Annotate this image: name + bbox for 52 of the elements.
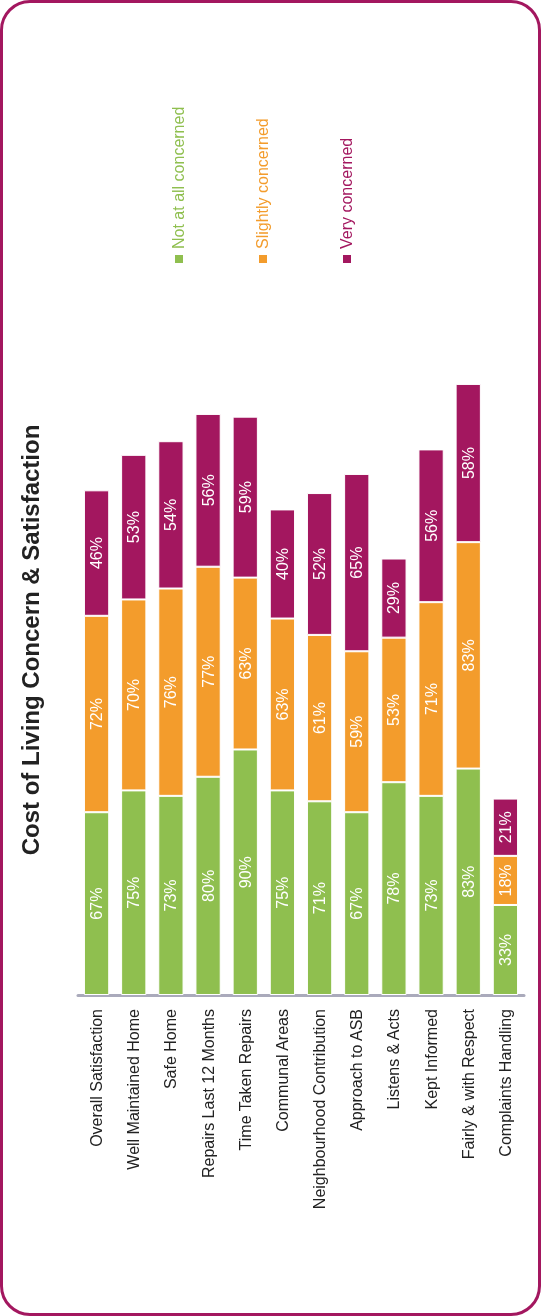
x-tick-label: Approach to ASB — [348, 1009, 366, 1131]
x-tick-label: Listens & Acts — [385, 1009, 403, 1110]
data-label: 63% — [273, 688, 291, 721]
data-label: 67% — [88, 887, 106, 920]
data-label: 65% — [348, 546, 366, 579]
data-label: 29% — [385, 582, 403, 615]
data-label: 53% — [125, 511, 143, 544]
text: Very concerned — [338, 137, 355, 249]
data-label: 56% — [199, 474, 217, 507]
data-label: 71% — [422, 683, 440, 716]
data-label: 59% — [236, 481, 254, 514]
data-label: 58% — [459, 447, 477, 480]
text: Cost of Living Concern & Satisfaction — [16, 424, 44, 856]
x-tick-label: Fairly & with Respect — [459, 1008, 477, 1160]
x-tick-label: Complaints Handling — [496, 1009, 514, 1157]
data-label: 67% — [348, 887, 366, 920]
x-tick-label: Time Taken Repairs — [236, 1009, 254, 1151]
data-label: 72% — [88, 698, 106, 731]
x-tick-label: Neighbourhood Contribution — [311, 1009, 329, 1210]
x-tick-label: Well Maintained Home — [125, 1008, 143, 1170]
data-label: 59% — [348, 715, 366, 748]
data-label: 75% — [273, 876, 291, 909]
data-label: 78% — [385, 872, 403, 905]
data-label: 80% — [199, 869, 217, 902]
data-label: 76% — [162, 676, 180, 709]
data-label: 56% — [422, 509, 440, 542]
text: Slightly concerned — [254, 118, 271, 249]
data-label: 77% — [199, 655, 217, 688]
data-label: 75% — [125, 876, 143, 909]
data-label: 40% — [273, 547, 291, 580]
data-label: 53% — [385, 693, 403, 726]
data-label: 18% — [496, 864, 514, 897]
data-label: 63% — [236, 647, 254, 680]
data-label: 70% — [125, 678, 143, 711]
data-label: 61% — [311, 702, 329, 735]
data-label: 52% — [311, 547, 329, 580]
text: Not at all concerned — [170, 106, 187, 249]
x-tick-label: Safe Home — [162, 1008, 180, 1090]
x-tick-label: Communal Areas — [273, 1009, 291, 1132]
data-label: 83% — [459, 639, 477, 672]
data-label: 90% — [236, 856, 254, 889]
data-label: 21% — [496, 811, 514, 844]
data-label: 73% — [422, 879, 440, 912]
x-tick-label: Overall Satisfaction — [88, 1009, 106, 1147]
data-label: 54% — [162, 498, 180, 531]
data-label: 73% — [162, 879, 180, 912]
x-tick-label: Kept Informed — [422, 1009, 440, 1110]
data-label: 46% — [88, 537, 106, 570]
data-label: 71% — [311, 882, 329, 915]
x-tick-label: Repairs Last 12 Months — [199, 1009, 217, 1178]
data-label: 33% — [496, 933, 514, 966]
data-label: 83% — [459, 865, 477, 898]
